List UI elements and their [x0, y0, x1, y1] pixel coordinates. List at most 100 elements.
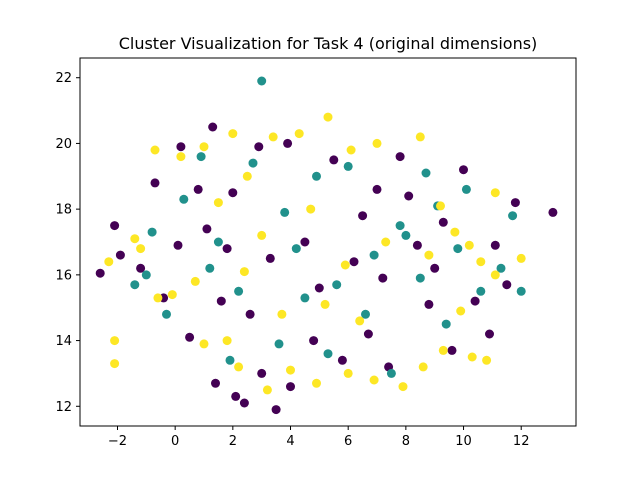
scatter-point-series1-42 — [245, 309, 255, 319]
scatter-point-series3-6 — [150, 145, 160, 155]
scatter-point-series1-30 — [424, 299, 434, 309]
scatter-point-series1-8 — [193, 184, 203, 194]
scatter-point-series2-6 — [213, 237, 223, 247]
scatter-point-series1-16 — [254, 142, 264, 152]
scatter-point-series2-20 — [476, 286, 486, 296]
scatter-point-series2-34 — [205, 263, 215, 273]
scatter-point-series3-12 — [268, 132, 278, 142]
scatter-point-series2-30 — [361, 309, 370, 319]
scatter-point-series3-40 — [213, 198, 223, 208]
scatter-point-series3-22 — [516, 253, 526, 263]
scatter-point-series1-39 — [447, 345, 457, 355]
scatter-point-series3-1 — [110, 336, 120, 346]
scatter-point-series3-32 — [312, 378, 321, 388]
scatter-point-series2-11 — [312, 171, 321, 181]
scatter-point-series2-16 — [401, 230, 411, 240]
scatter-point-series3-47 — [277, 309, 287, 319]
scatter-point-series1-14 — [231, 391, 241, 401]
scatter-point-series3-3 — [104, 257, 114, 267]
plot-area-frame — [79, 57, 577, 427]
scatter-point-series1-38 — [485, 329, 494, 339]
scatter-point-series3-38 — [190, 276, 200, 286]
scatter-point-series1-22 — [314, 283, 324, 293]
chart-title: Cluster Visualization for Task 4 (origin… — [119, 34, 538, 53]
scatter-point-series3-19 — [464, 240, 474, 250]
scatter-point-series1-21 — [300, 237, 310, 247]
scatter-point-series2-13 — [343, 161, 353, 171]
scatter-point-series2-7 — [225, 355, 235, 365]
y-tick-label-1: 12 — [55, 400, 72, 415]
scatter-point-series1-49 — [378, 273, 388, 283]
scatter-point-series1-29 — [412, 240, 422, 250]
scatter-point-series3-25 — [482, 355, 492, 365]
y-tick-label-5: 20 — [55, 137, 72, 152]
scatter-point-series3-20 — [476, 257, 486, 267]
scatter-point-series3-37 — [199, 339, 209, 349]
scatter-point-series1-35 — [502, 280, 512, 290]
x-tick-label-5: 6 — [344, 434, 352, 449]
scatter-point-series3-18 — [436, 201, 445, 211]
scatter-point-series2-2 — [141, 270, 151, 280]
scatter-point-series1-6 — [173, 240, 183, 250]
scatter-point-series1-48 — [309, 336, 319, 346]
x-tick-label-1: −2 — [108, 434, 127, 449]
scatter-point-series3-9 — [199, 142, 209, 152]
x-tick-label-6: 8 — [402, 434, 410, 449]
y-axis-ticks: 12 14 16 18 20 22 — [55, 71, 80, 415]
scatter-point-series2-25 — [323, 349, 333, 359]
scatter-point-series1-3 — [115, 250, 125, 260]
scatter-point-series3-14 — [323, 112, 333, 122]
scatter-point-series1-11 — [211, 378, 220, 388]
scatter-point-series2-4 — [162, 309, 171, 319]
scatter-point-series2-32 — [395, 221, 405, 231]
scatter-point-series3-46 — [355, 316, 365, 326]
scatter-point-series1-12 — [216, 296, 226, 306]
scatter-point-series1-4 — [136, 263, 146, 273]
scatter-point-series3-8 — [176, 152, 186, 162]
scatter-point-series2-24 — [453, 244, 463, 254]
scatter-point-series1-46 — [358, 211, 368, 221]
scatter-point-series3-41 — [257, 230, 267, 240]
scatter-point-series2-31 — [415, 273, 425, 283]
scatter-point-series1-9 — [202, 224, 212, 234]
scatter-point-series1-50 — [430, 263, 440, 273]
scatter-point-series2-18 — [441, 319, 451, 329]
scatter-point-series3-13 — [294, 129, 304, 139]
scatter-point-series2-9 — [274, 339, 284, 349]
scatter-point-series1-47 — [404, 191, 414, 201]
scatter-point-series1-34 — [490, 240, 500, 250]
scatter-point-series1-19 — [283, 138, 293, 148]
points-layer — [95, 76, 558, 415]
scatter-point-series1-5 — [150, 178, 160, 188]
scatter-point-series3-34 — [262, 385, 272, 395]
scatter-point-series2-1 — [257, 76, 267, 86]
scatter-point-series2-3 — [130, 280, 140, 290]
scatter-point-series2-17 — [421, 168, 431, 178]
x-tick-label-8: 12 — [513, 434, 530, 449]
scatter-point-series2-14 — [369, 250, 379, 260]
scatter-point-series3-33 — [286, 365, 295, 375]
scatter-point-series3-10 — [228, 129, 238, 139]
scatter-point-series1-13 — [228, 188, 238, 198]
x-tick-label-4: 4 — [286, 434, 294, 449]
scatter-point-series1-24 — [349, 257, 359, 267]
x-axis-ticks: −2 0 2 4 6 8 10 12 — [108, 426, 530, 449]
scatter-point-series1-15 — [239, 398, 249, 408]
scatter-point-series3-42 — [306, 204, 316, 214]
scatter-point-series1-28 — [395, 152, 405, 162]
y-tick-label-6: 22 — [55, 71, 72, 86]
scatter-point-series1-10 — [208, 122, 218, 132]
scatter-point-series1-1 — [95, 268, 105, 278]
scatter-point-series2-12 — [332, 280, 342, 290]
scatter-point-series3-43 — [340, 260, 350, 270]
scatter-point-series3-16 — [372, 138, 382, 148]
scatter-point-series3-45 — [424, 250, 434, 260]
scatter-point-series1-18 — [271, 405, 281, 415]
scatter-point-series3-28 — [418, 362, 428, 372]
scatter-point-series3-21 — [490, 188, 500, 198]
scatter-point-series2-26 — [234, 286, 244, 296]
scatter-point-series3-15 — [346, 145, 356, 155]
y-tick-label-2: 14 — [55, 334, 72, 349]
